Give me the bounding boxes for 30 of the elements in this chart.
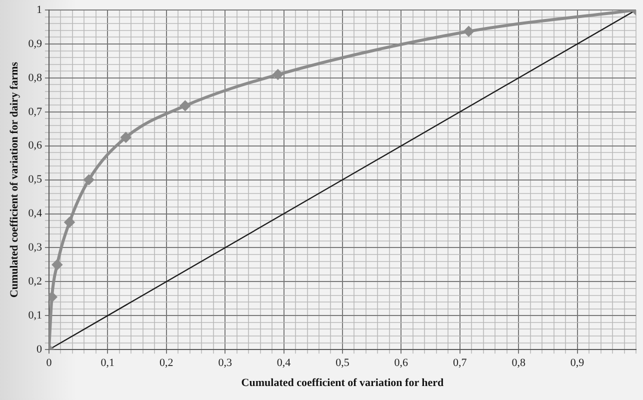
- x-axis-title: Cumulated coefficient of variation for herd: [241, 377, 444, 390]
- y-tick-label: 0,1: [28, 310, 42, 322]
- y-tick-label: 0,9: [28, 38, 42, 50]
- y-axis-title: Cumulated coefficient of variation for dairy farms: [8, 61, 20, 298]
- y-tick-label: 0,4: [28, 208, 42, 220]
- y-tick-label: 1: [36, 4, 42, 16]
- x-tick-label: 0,9: [570, 357, 585, 370]
- y-tick-label: 0,7: [28, 106, 42, 118]
- x-tick-label: 0: [46, 357, 52, 370]
- point: [84, 174, 94, 185]
- point: [120, 132, 131, 142]
- x-tick-label: 0,6: [394, 357, 409, 370]
- x-tick-label: 0,4: [276, 357, 292, 370]
- point: [464, 26, 474, 36]
- x-tick-label: 0,5: [336, 357, 350, 370]
- x-tick-label: 0,1: [100, 357, 115, 370]
- x-tick-label: 0,3: [218, 357, 232, 370]
- y-tick-label: 0,8: [28, 72, 42, 84]
- x-tick-label: 0,7: [453, 357, 468, 370]
- y-tick-label: 0,5: [28, 174, 42, 186]
- y-tick-label: 0,2: [28, 276, 42, 288]
- point: [52, 260, 62, 270]
- x-tick-label: 0,2: [159, 357, 174, 370]
- x-tick-label: 0,8: [512, 357, 526, 370]
- y-tick-label: 0,3: [28, 242, 42, 254]
- y-tick-label: 0: [36, 343, 42, 356]
- point: [64, 217, 74, 228]
- point: [272, 70, 283, 80]
- y-tick-label: 0,6: [28, 140, 42, 152]
- point: [180, 100, 190, 111]
